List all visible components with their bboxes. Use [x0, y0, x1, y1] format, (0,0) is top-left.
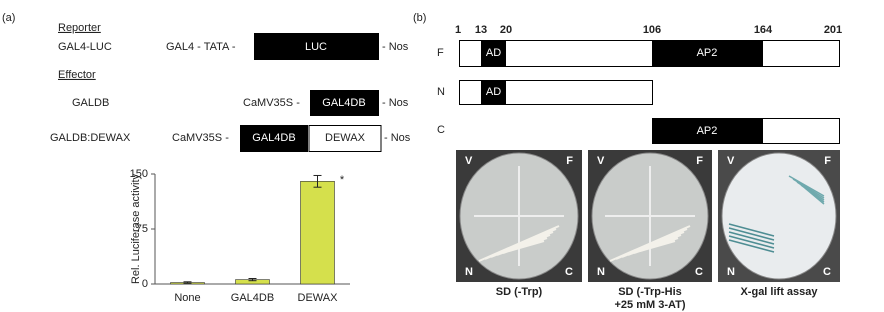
plate — [721, 152, 837, 280]
bar-chart: Rel. Luciferase activity 0 75 150 None GAL4DB… — [130, 168, 350, 304]
caption: SD (-Trp-His — [618, 286, 682, 298]
corner-label: C — [695, 266, 703, 278]
construct-name: GALDB:DEWAX — [50, 132, 131, 144]
position: 13 — [475, 24, 487, 36]
annotation: * — [340, 174, 345, 186]
streak — [639, 240, 676, 252]
corner-label: N — [465, 266, 473, 278]
corner-label: F — [566, 155, 573, 167]
box — [308, 125, 382, 152]
corner-label: C — [823, 266, 831, 278]
x-tick-label: DEWAX — [298, 292, 339, 304]
position: 201 — [824, 24, 842, 36]
y-tick-label: 150 — [130, 168, 148, 180]
construct-name: GALDB — [72, 97, 109, 109]
corner-label: N — [597, 266, 605, 278]
terminator: - Nos — [384, 132, 411, 144]
streak — [728, 231, 775, 245]
panel-label: (b) — [413, 12, 426, 24]
x-tick-label: None — [174, 292, 200, 304]
y-tick-label: 75 — [136, 223, 148, 235]
streak — [728, 239, 775, 253]
panel-label: (a) — [2, 12, 15, 24]
x-tick-label: GAL4DB — [231, 292, 274, 304]
terminator: - Nos — [382, 41, 409, 53]
domain-label: AD — [486, 47, 501, 59]
position: 20 — [500, 24, 512, 36]
row-label: C — [437, 124, 445, 136]
domain-label: AP2 — [697, 47, 718, 59]
corner-label: F — [824, 155, 831, 167]
corner-label: V — [727, 155, 735, 167]
row-label: F — [437, 47, 444, 59]
corner-label: N — [727, 266, 735, 278]
box — [240, 125, 308, 152]
box-label: LUC — [305, 41, 327, 53]
caption: X-gal lift assay — [740, 286, 818, 298]
row-label: N — [437, 86, 445, 98]
construct-name: GAL4-LUC — [58, 41, 112, 53]
streak — [728, 235, 775, 249]
box — [254, 33, 379, 60]
promoter: CaMV35S - — [172, 132, 229, 144]
corner-label: F — [696, 155, 703, 167]
box-label: DEWAX — [325, 132, 366, 144]
terminator: - Nos — [382, 97, 409, 109]
domain — [652, 118, 763, 144]
box — [310, 90, 379, 116]
y-axis-label: Rel. Luciferase activity — [130, 173, 142, 284]
domain — [652, 40, 763, 67]
domain-label: AP2 — [697, 125, 718, 137]
streak — [728, 223, 775, 237]
streak — [804, 187, 825, 205]
domain-label: AD — [486, 86, 501, 98]
plates: V F N C SD (-Trp) V F N C SD (-Trp-His+25 mM 3-AT… — [456, 150, 840, 311]
position: 1 — [455, 24, 461, 36]
streak — [508, 240, 545, 252]
domain — [481, 40, 506, 67]
position: 106 — [643, 24, 661, 36]
heading: Reporter — [58, 22, 101, 34]
y-tick-label: 0 — [142, 278, 148, 290]
heading: Effector — [58, 69, 96, 81]
promoter: CaMV35S - — [243, 97, 300, 109]
protein — [459, 40, 840, 67]
promoter: GAL4 - TATA - — [166, 41, 236, 53]
box-label: GAL4DB — [252, 132, 295, 144]
caption: SD (-Trp) — [496, 286, 543, 298]
caption: +25 mM 3-AT) — [614, 299, 685, 311]
corner-label: C — [565, 266, 573, 278]
position: 164 — [754, 24, 773, 36]
corner-label: V — [597, 155, 605, 167]
streak — [728, 227, 775, 241]
box-label: GAL4DB — [322, 97, 365, 109]
bar — [300, 181, 335, 285]
domain — [481, 80, 506, 105]
corner-label: V — [465, 155, 473, 167]
